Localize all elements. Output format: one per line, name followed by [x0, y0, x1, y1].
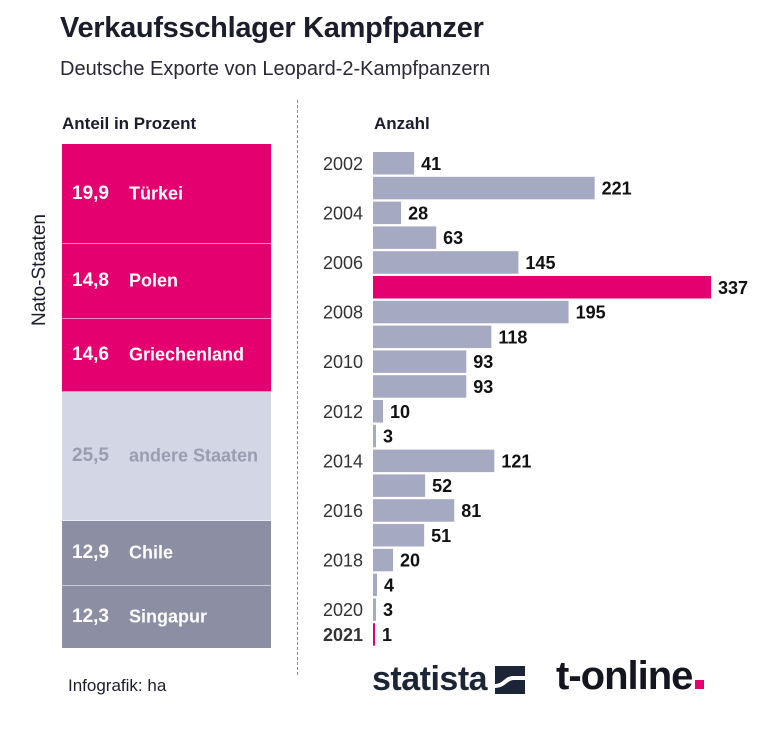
chart-subtitle: Deutsche Exporte von Leopard-2-Kampfpanz… — [60, 58, 491, 80]
share-segment: 12,3 Singapur — [62, 585, 271, 648]
year-tick-label: 2006 — [323, 253, 363, 273]
share-segment: 14,6 Griechenland — [62, 318, 271, 393]
count-value-label: 4 — [384, 575, 394, 595]
year-tick-label: 2012 — [323, 402, 363, 422]
infographic-credit: Infografik: ha — [68, 676, 167, 695]
share-country-label: andere Staaten — [129, 445, 259, 466]
count-bar — [373, 573, 378, 597]
statista-wordmark: statista — [372, 660, 488, 698]
count-bar — [373, 176, 595, 200]
count-value-label: 118 — [498, 327, 527, 347]
year-tick-label: 2020 — [323, 600, 363, 620]
share-country-label: Singapur — [129, 606, 208, 627]
year-tick-label: 2014 — [323, 451, 363, 471]
year-tick-label: 2002 — [323, 154, 363, 174]
share-panel-header: Anteil in Prozent — [62, 114, 197, 133]
year-tick-label: 2016 — [323, 501, 363, 521]
count-value-label: 63 — [443, 228, 463, 248]
share-value-label: 14,8 — [72, 270, 109, 292]
count-bar — [373, 325, 492, 349]
share-country-label: Türkei — [129, 183, 184, 204]
count-value-label: 195 — [576, 303, 606, 323]
count-value-label: 93 — [473, 352, 493, 372]
share-value-label: 12,3 — [72, 605, 109, 627]
count-value-label: 221 — [602, 179, 632, 199]
count-value-label: 41 — [421, 154, 441, 174]
count-bar — [373, 375, 467, 398]
count-value-label: 3 — [383, 600, 393, 620]
count-value-label: 145 — [525, 253, 555, 273]
count-value-label: 337 — [718, 278, 748, 298]
year-tick-label: 2010 — [323, 352, 363, 372]
share-segment: 19,9 Türkei — [62, 144, 271, 245]
count-value-label: 3 — [383, 427, 393, 447]
share-country-label: Griechenland — [129, 344, 245, 365]
share-value-label: 19,9 — [72, 182, 109, 204]
count-bar — [373, 350, 467, 373]
share-country-label: Polen — [129, 270, 179, 291]
count-bar — [373, 276, 711, 299]
year-tick-label: 2021 — [323, 625, 363, 645]
count-bar — [373, 201, 402, 225]
count-value-label: 52 — [432, 476, 452, 496]
count-bar — [373, 226, 437, 249]
panel-divider — [297, 100, 298, 675]
statista-logo: statista — [372, 660, 526, 699]
tonline-dot-icon — [695, 680, 705, 689]
share-stacked-bar: 19,9 Türkei 14,8 Polen 14,6 Griechenland 25,5 a… — [62, 144, 271, 648]
share-value-label: 25,5 — [72, 445, 109, 467]
count-value-label: 93 — [473, 377, 493, 397]
share-value-label: 12,9 — [72, 541, 109, 563]
chart-title: Verkaufsschlager Kampfpanzer — [60, 12, 484, 44]
count-bar — [373, 300, 569, 324]
count-bar — [373, 449, 495, 473]
count-bar — [373, 251, 519, 274]
year-tick-label: 2018 — [323, 551, 363, 571]
count-bar — [373, 152, 415, 175]
count-bar — [373, 598, 377, 621]
count-panel-header: Anzahl — [374, 114, 430, 133]
tonline-logo: t-online — [556, 654, 705, 699]
count-bar — [373, 424, 377, 448]
count-value-label: 10 — [390, 402, 410, 422]
count-value-label: 20 — [400, 551, 420, 571]
count-value-label: 121 — [501, 451, 531, 471]
count-bar — [373, 474, 426, 497]
tonline-wordmark: t-online — [556, 654, 693, 698]
share-segment: 12,9 Chile — [62, 520, 271, 586]
share-value-label: 14,6 — [72, 344, 109, 366]
count-bar — [373, 499, 455, 522]
count-value-label: 28 — [408, 203, 428, 223]
count-value-label: 81 — [461, 501, 481, 521]
share-segment: 14,8 Polen — [62, 244, 271, 319]
count-bar — [373, 400, 384, 423]
share-segment: 25,5 andere Staaten — [62, 392, 271, 521]
year-tick-label: 2008 — [323, 303, 363, 323]
count-bar — [373, 623, 375, 646]
share-country-label: Chile — [129, 542, 174, 563]
count-bar — [373, 548, 394, 572]
count-bar — [373, 524, 425, 547]
count-value-label: 1 — [382, 625, 392, 645]
statista-mark-icon — [495, 665, 526, 694]
year-tick-label: 2004 — [323, 203, 363, 223]
count-value-label: 51 — [431, 526, 451, 546]
